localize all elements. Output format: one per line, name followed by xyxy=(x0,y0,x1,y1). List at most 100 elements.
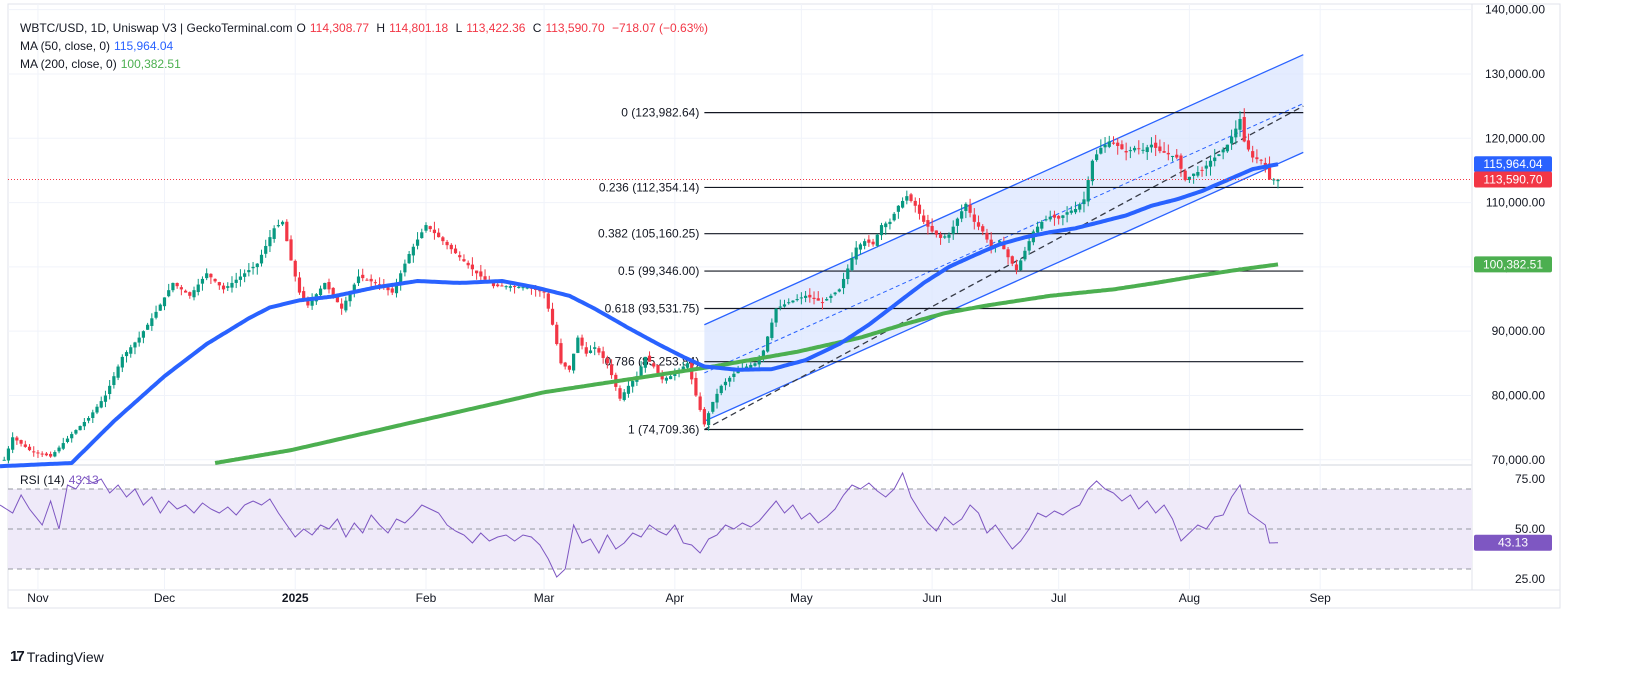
ma50-line xyxy=(0,162,1279,469)
rsi-value-badge-bg xyxy=(1474,534,1552,551)
candle-up xyxy=(576,337,580,353)
candle-down xyxy=(938,234,943,238)
trend-dashed-line xyxy=(704,105,1304,431)
candle-up xyxy=(715,393,719,403)
candle-up xyxy=(517,286,521,289)
candle-up xyxy=(310,299,314,306)
candle-down xyxy=(40,453,44,455)
candle-up xyxy=(664,377,669,381)
candle-down xyxy=(15,437,19,441)
high-label: H xyxy=(376,21,386,35)
rsi-tick-label: 50.00 xyxy=(1515,522,1545,536)
candle-up xyxy=(631,381,635,387)
candle-up xyxy=(1213,157,1217,162)
ma50-value: 115,964.04 xyxy=(114,39,174,53)
candle-down xyxy=(660,373,664,380)
candle-down xyxy=(917,204,922,214)
candle-up xyxy=(120,356,124,368)
candle-up xyxy=(403,263,407,273)
candle-up xyxy=(841,278,846,289)
candle-up xyxy=(626,385,631,394)
candle-down xyxy=(609,364,614,376)
candle-up xyxy=(234,279,238,283)
fib-level-label: 1 (74,709.36) xyxy=(628,423,699,437)
candle-down xyxy=(1259,159,1263,161)
candle-up xyxy=(723,381,728,386)
fib-level-label: 0.5 (99,346.00) xyxy=(618,264,699,278)
candle-up xyxy=(150,318,154,326)
candle-down xyxy=(297,277,302,293)
channel-mid-line xyxy=(704,103,1304,374)
candle-up xyxy=(833,292,837,295)
candle-down xyxy=(500,285,504,287)
time-tick-label: Dec xyxy=(154,591,175,605)
candle-up xyxy=(124,352,129,357)
candle-down xyxy=(816,298,820,301)
candle-down xyxy=(976,222,981,227)
candle-down xyxy=(23,444,27,447)
candle-up xyxy=(572,353,576,371)
candle-up xyxy=(1023,250,1027,260)
candle-up xyxy=(1208,160,1213,167)
ma200-price-badge: 100,382.51 xyxy=(1483,257,1543,271)
candle-down xyxy=(605,358,609,364)
candle-up xyxy=(1095,154,1099,161)
time-tick-label: 2025 xyxy=(282,591,309,605)
candle-up xyxy=(95,406,99,413)
rsi-legend: RSI (14) 43.13 xyxy=(20,473,103,487)
candle-up xyxy=(1082,199,1086,205)
candle-down xyxy=(340,303,344,309)
candle-up xyxy=(86,417,91,421)
candle-up xyxy=(1276,179,1280,182)
candle-up xyxy=(133,342,137,348)
candle-down xyxy=(930,225,934,232)
low-value: 113,422.36 xyxy=(466,21,526,35)
candle-down xyxy=(913,200,917,206)
candle-down xyxy=(36,452,40,454)
candle-down xyxy=(369,278,373,282)
candle-down xyxy=(331,287,335,296)
candle-up xyxy=(1040,221,1044,229)
candle-down xyxy=(1267,163,1272,180)
candle-up xyxy=(757,356,761,365)
candle-down xyxy=(221,285,226,290)
candle-down xyxy=(432,229,437,234)
candle-up xyxy=(998,241,1002,243)
candle-up xyxy=(778,306,782,308)
candle-up xyxy=(394,282,399,294)
time-tick-label: Sep xyxy=(1309,591,1331,605)
tradingview-logo[interactable]: 17 TradingView xyxy=(10,648,104,665)
candle-up xyxy=(875,234,879,246)
candle-up xyxy=(593,347,597,349)
candle-up xyxy=(749,364,753,368)
candle-down xyxy=(656,364,660,373)
candle-down xyxy=(559,343,563,364)
candle-down xyxy=(981,226,985,232)
candle-up xyxy=(1192,173,1196,176)
candle-up xyxy=(352,284,356,293)
candle-down xyxy=(386,287,390,291)
candle-down xyxy=(289,239,293,261)
candle-down xyxy=(285,221,289,242)
candle-up xyxy=(1073,208,1078,213)
candle-down xyxy=(19,440,23,444)
candle-down xyxy=(1179,155,1183,169)
candle-down xyxy=(812,297,816,300)
candle-down xyxy=(1175,154,1179,158)
candle-up xyxy=(1086,180,1090,202)
candle-up xyxy=(1272,179,1276,181)
time-tick-label: Apr xyxy=(665,591,684,605)
ma50-price-badge-bg xyxy=(1474,156,1552,173)
candle-up xyxy=(82,422,86,427)
candle-up xyxy=(1035,226,1040,233)
time-tick-label: Feb xyxy=(416,591,437,605)
candle-up xyxy=(681,366,685,370)
candle-up xyxy=(525,287,529,289)
candle-up xyxy=(863,241,867,246)
candle-down xyxy=(475,270,479,274)
candle-down xyxy=(1002,243,1006,250)
candle-up xyxy=(162,297,167,307)
candle-up xyxy=(103,395,108,402)
candle-up xyxy=(146,324,150,330)
